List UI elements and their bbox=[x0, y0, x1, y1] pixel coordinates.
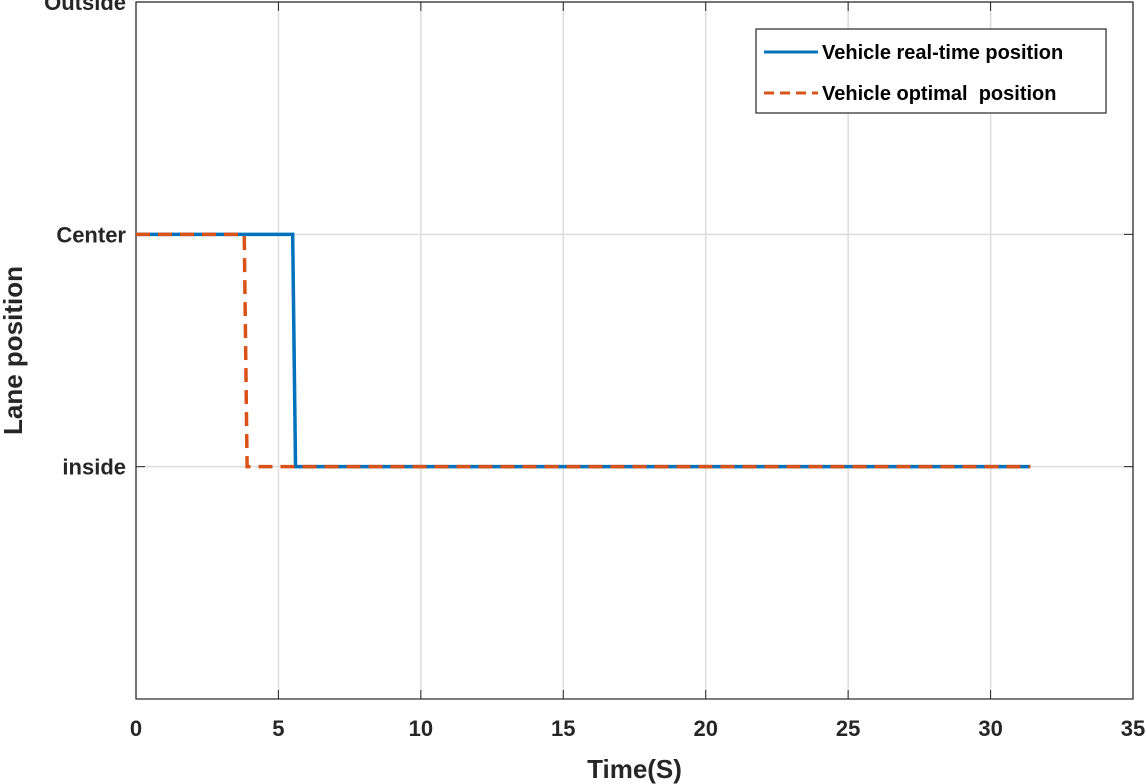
x-axis-title: Time(S) bbox=[587, 754, 682, 784]
x-tick-label: 0 bbox=[130, 716, 142, 741]
x-tick-label: 10 bbox=[409, 716, 433, 741]
legend-box bbox=[755, 28, 1107, 114]
y-tick-labels: inside Center Outside bbox=[44, 0, 126, 480]
x-tick-label: 5 bbox=[272, 716, 284, 741]
legend-label-optimal: Vehicle optimal position bbox=[822, 83, 1056, 105]
y-tick-label: Outside bbox=[44, 0, 126, 15]
series-line-real-time bbox=[136, 232, 1031, 469]
data-series bbox=[136, 232, 1031, 469]
y-tick-label: Center bbox=[56, 222, 126, 247]
plot-area-frame bbox=[135, 1, 1134, 700]
x-tick-label: 30 bbox=[978, 716, 1002, 741]
x-tick-label: 35 bbox=[1121, 716, 1145, 741]
x-tick-labels: 0 5 10 15 20 25 30 35 bbox=[130, 716, 1145, 741]
legend-label-real-time: Vehicle real-time position bbox=[822, 42, 1063, 64]
legend: Vehicle real-time position Vehicle optim… bbox=[755, 28, 1107, 114]
x-tick-label: 20 bbox=[693, 716, 717, 741]
series-line-optimal bbox=[136, 232, 1031, 469]
x-tick-label: 15 bbox=[551, 716, 575, 741]
y-tick-label: inside bbox=[62, 455, 126, 480]
x-tick-label: 25 bbox=[836, 716, 860, 741]
y-axis-title: Lane position bbox=[0, 266, 28, 435]
